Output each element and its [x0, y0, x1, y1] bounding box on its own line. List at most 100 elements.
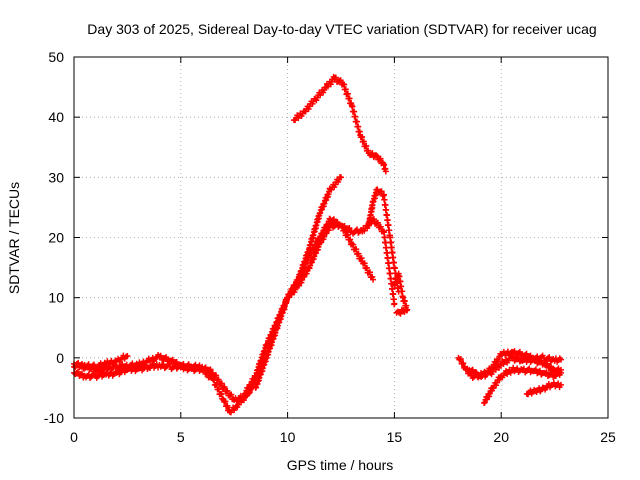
data-point — [390, 254, 397, 261]
x-tick-label: 0 — [70, 429, 78, 445]
data-point — [124, 353, 131, 360]
data-point — [79, 361, 86, 368]
data-point — [353, 246, 360, 253]
data-point — [384, 212, 391, 219]
data-point — [381, 196, 388, 203]
data-point — [337, 77, 344, 84]
series-arc11 — [466, 353, 565, 380]
data-point — [361, 260, 368, 267]
data-point — [507, 369, 514, 376]
data-point — [169, 356, 176, 363]
data-point — [213, 372, 220, 379]
series-arc5 — [252, 215, 398, 391]
data-point — [355, 250, 362, 257]
data-point — [386, 265, 393, 272]
data-point — [350, 241, 357, 248]
data-point — [338, 174, 344, 181]
data-point — [377, 155, 384, 162]
data-point — [368, 151, 375, 158]
data-point — [369, 150, 376, 157]
data-point — [468, 367, 475, 374]
data-point — [332, 74, 339, 81]
data-point — [386, 227, 393, 234]
x-tick-label: 15 — [387, 429, 403, 445]
data-point — [382, 201, 389, 208]
data-point — [377, 223, 384, 230]
series-arc9 — [391, 270, 411, 317]
series-arc12 — [481, 364, 565, 406]
data-point — [472, 370, 479, 377]
data-point — [347, 236, 354, 243]
data-point — [390, 291, 397, 298]
data-point — [380, 191, 387, 198]
axes: 0 5 10 15 20 25 -10 0 10 20 30 40 50 — [44, 49, 616, 445]
series-arc6 — [284, 220, 377, 301]
data-point — [358, 255, 365, 262]
data-point — [544, 360, 551, 367]
data-point — [228, 391, 235, 398]
x-tick-label: 5 — [177, 429, 185, 445]
data-point — [346, 224, 353, 231]
y-tick-label: 0 — [56, 350, 64, 366]
data-point — [381, 234, 388, 241]
data-point — [378, 188, 385, 195]
data-point — [469, 366, 476, 373]
data-point — [341, 227, 348, 234]
data-point — [393, 309, 400, 316]
data-point — [349, 103, 356, 110]
data-point — [374, 219, 381, 226]
data-point — [220, 384, 227, 391]
data-point — [558, 381, 565, 388]
y-axis-label: SDTVAR / TECUs — [6, 182, 22, 294]
data-point — [473, 369, 480, 376]
data-point — [345, 225, 352, 232]
data-point — [206, 367, 213, 374]
data-point — [215, 376, 222, 383]
data-point — [366, 269, 373, 276]
data-point — [330, 216, 337, 223]
data-point — [383, 244, 390, 251]
data-point — [548, 363, 555, 370]
data-point — [546, 364, 553, 371]
y-tick-label: 30 — [48, 169, 64, 185]
data-point — [558, 356, 565, 363]
data-point — [218, 380, 225, 387]
data-point — [388, 239, 395, 246]
y-tick-label: 50 — [48, 49, 64, 65]
data-point — [173, 359, 180, 366]
data-point — [202, 364, 209, 371]
data-point — [163, 354, 170, 361]
data-point — [538, 357, 545, 364]
data-point — [532, 356, 539, 363]
data-point — [344, 231, 351, 238]
data-point — [373, 152, 380, 159]
y-tick-label: 20 — [48, 230, 64, 246]
data-point — [383, 206, 390, 213]
data-point — [352, 113, 359, 120]
data-point — [382, 168, 389, 175]
data-point — [85, 362, 92, 369]
data-points — [71, 73, 565, 416]
x-tick-label: 10 — [280, 429, 296, 445]
data-point — [221, 383, 228, 390]
data-point — [391, 300, 398, 307]
data-point — [543, 361, 550, 368]
y-tick-label: -10 — [44, 410, 64, 426]
data-point — [351, 108, 358, 115]
x-axis-label: GPS time / hours — [287, 457, 394, 473]
data-point — [384, 217, 391, 224]
data-point — [389, 285, 396, 292]
data-point — [390, 259, 397, 266]
series-arc13 — [523, 379, 565, 398]
data-point — [339, 222, 346, 229]
data-point — [363, 264, 370, 271]
data-point — [387, 234, 394, 241]
data-point — [460, 360, 467, 367]
series-arc7 — [291, 73, 389, 175]
data-point — [329, 217, 336, 224]
data-point — [355, 123, 362, 130]
data-point — [157, 352, 164, 359]
data-point — [353, 118, 360, 125]
data-point — [224, 387, 231, 394]
